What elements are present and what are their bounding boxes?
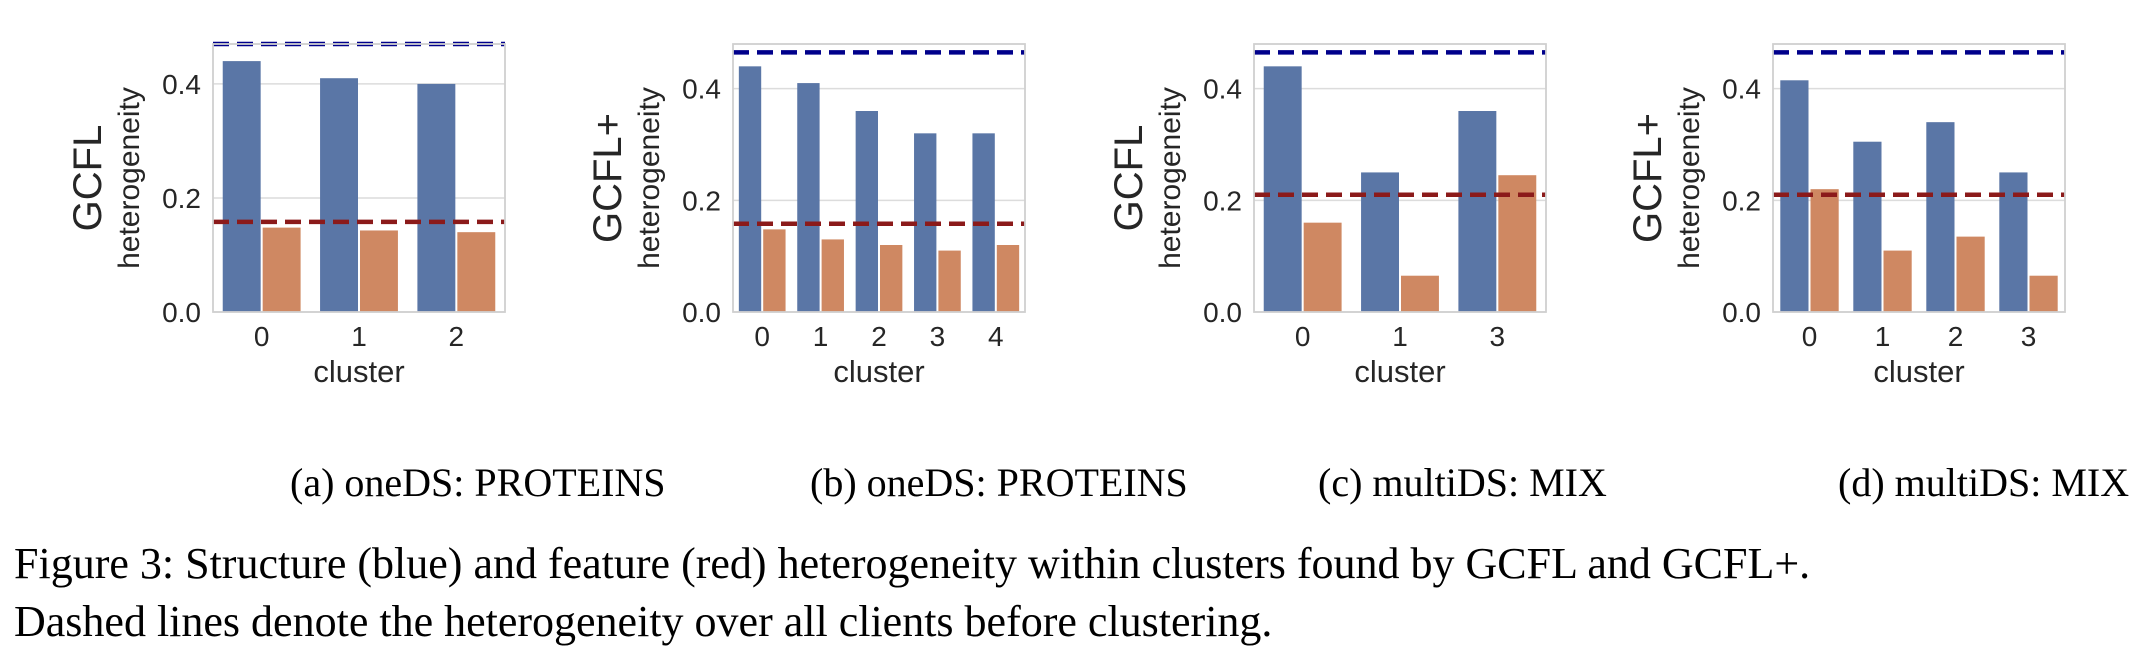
subcaption: (a) oneDS: PROTEINS — [290, 460, 666, 505]
y-tick-label: 0.0 — [1203, 297, 1242, 328]
bar-structure — [1926, 122, 1955, 313]
x-tick-label: 2 — [871, 321, 887, 352]
y-axis-label-title: GCFL+ — [1626, 113, 1670, 243]
bar-feature — [457, 232, 496, 312]
x-tick-label: 2 — [1948, 321, 1964, 352]
caption-line-2: Dashed lines denote the heterogeneity ov… — [14, 597, 1272, 646]
y-axis-label-sub: heterogeneity — [1673, 87, 1706, 269]
axes-frame — [1772, 43, 2066, 313]
axes-frame — [732, 43, 1026, 313]
x-tick-label: 0 — [1295, 321, 1311, 352]
y-axis-label-title: GCFL+ — [586, 113, 630, 243]
bar-feature — [880, 245, 903, 312]
bar-structure — [417, 83, 456, 313]
x-tick-label: 1 — [813, 321, 829, 352]
bar-feature — [821, 239, 844, 312]
x-tick-label: 1 — [351, 321, 367, 352]
bar-feature — [1401, 275, 1439, 312]
x-axis-label: cluster — [833, 354, 924, 389]
y-tick-label: 0.4 — [682, 74, 721, 105]
y-axis-label-title: GCFL — [1107, 125, 1151, 232]
chart-panel-3: 0.0 0.2 0.4 0 1 2 3 cluster GCFL+ heterogeneity (d… — [1626, 43, 2129, 505]
bar-structure — [797, 83, 820, 312]
bar-structure — [1853, 141, 1882, 312]
bar-feature — [996, 245, 1020, 312]
x-axis-label: cluster — [313, 354, 404, 389]
bar-feature — [763, 229, 786, 312]
caption-line-1: Figure 3: Structure (blue) and feature (… — [14, 539, 1810, 588]
y-tick-label: 0.0 — [1722, 297, 1761, 328]
x-tick-label: 0 — [754, 321, 770, 352]
x-tick-label: 1 — [1392, 321, 1408, 352]
x-tick-label: 2 — [449, 321, 465, 352]
x-tick-label: 4 — [988, 321, 1004, 352]
y-axis-label-sub: heterogeneity — [633, 87, 666, 269]
subcaption: (c) multiDS: MIX — [1318, 460, 1607, 505]
x-tick-label: 3 — [930, 321, 946, 352]
y-axis-label-title: GCFL — [66, 125, 110, 232]
bar-feature — [2029, 275, 2058, 312]
y-axis-label-sub: heterogeneity — [1154, 87, 1187, 269]
bar-feature — [938, 250, 961, 312]
y-tick-label: 0.0 — [682, 297, 721, 328]
y-tick-label: 0.4 — [162, 69, 201, 100]
chart-panel-2: 0.0 0.2 0.4 0 1 3 cluster GCFL heterogeneity (c) … — [1107, 43, 1607, 505]
x-tick-label: 0 — [1802, 321, 1818, 352]
bar-structure — [738, 66, 762, 312]
x-axis-label: cluster — [1354, 354, 1445, 389]
y-tick-label: 0.4 — [1722, 74, 1761, 105]
x-tick-label: 1 — [1875, 321, 1891, 352]
axes-frame — [212, 43, 506, 313]
bar-structure — [1263, 66, 1302, 312]
bar-feature — [1956, 236, 1985, 312]
y-tick-label: 0.0 — [162, 297, 201, 328]
bar-feature — [262, 227, 301, 312]
y-tick-label: 0.2 — [162, 183, 201, 214]
bar-structure — [320, 78, 358, 312]
y-tick-label: 0.2 — [682, 185, 721, 216]
bar-feature — [1498, 175, 1537, 312]
x-tick-label: 0 — [254, 321, 270, 352]
bar-feature — [1883, 250, 1912, 312]
bar-feature — [360, 230, 398, 312]
y-tick-label: 0.2 — [1203, 185, 1242, 216]
x-axis-label: cluster — [1873, 354, 1964, 389]
y-tick-label: 0.4 — [1203, 74, 1242, 105]
bar-structure — [1458, 111, 1497, 312]
bar-feature — [1810, 189, 1839, 312]
axes-frame — [1253, 43, 1547, 313]
y-axis-label-sub: heterogeneity — [113, 87, 146, 269]
subcaption: (d) multiDS: MIX — [1838, 460, 2129, 505]
bar-feature — [1303, 222, 1342, 312]
y-tick-label: 0.2 — [1722, 185, 1761, 216]
x-tick-label: 3 — [1490, 321, 1506, 352]
x-tick-label: 3 — [2021, 321, 2037, 352]
bar-structure — [855, 111, 878, 312]
subcaption: (b) oneDS: PROTEINS — [810, 460, 1188, 505]
bar-structure — [222, 61, 261, 312]
